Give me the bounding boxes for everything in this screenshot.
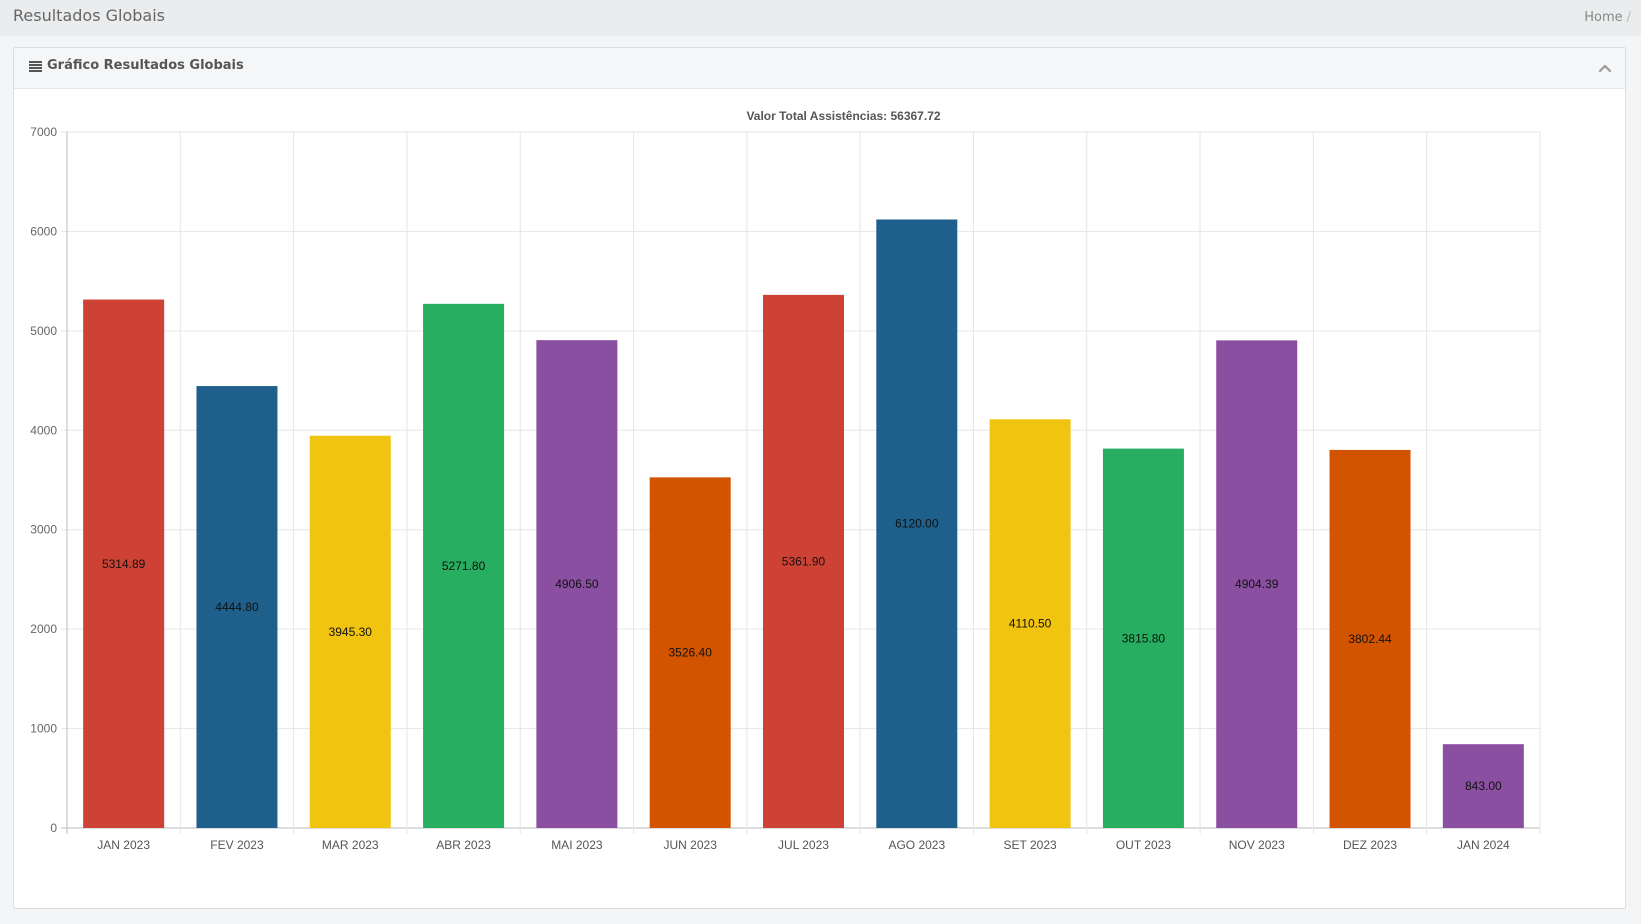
bar-data-label: 4110.50 [1009, 617, 1052, 631]
chart-title: Valor Total Assistências: 56367.72 [746, 109, 940, 123]
bar-data-label: 3815.80 [1122, 631, 1166, 645]
y-tick-label: 7000 [30, 125, 57, 139]
bar [1329, 449, 1411, 828]
x-tick-label: ABR 2023 [436, 838, 491, 852]
bar-data-label: 5314.89 [102, 557, 146, 571]
bar [196, 386, 278, 828]
breadcrumb-separator: / [1626, 10, 1631, 25]
bar [989, 419, 1071, 828]
page-title: Resultados Globais [13, 6, 165, 25]
x-tick-label: OUT 2023 [1116, 838, 1171, 852]
x-tick-label: JAN 2023 [97, 838, 150, 852]
bar [1216, 340, 1298, 828]
x-tick-label: JAN 2024 [1457, 838, 1510, 852]
panel-header: Gráfico Resultados Globais [14, 48, 1625, 89]
bar-data-label: 3945.30 [329, 625, 373, 639]
y-tick-label: 5000 [30, 324, 57, 338]
x-tick-label: MAI 2023 [551, 838, 603, 852]
y-tick-label: 3000 [30, 523, 57, 537]
x-tick-label: DEZ 2023 [1343, 838, 1397, 852]
y-tick-label: 0 [50, 821, 57, 835]
bar [536, 340, 618, 828]
x-tick-label: SET 2023 [1004, 838, 1057, 852]
bar-chart: 0 1000 2000 3000 4000 5000 6000 7000 Valor Total… [30, 109, 1541, 852]
y-tick-label: 6000 [30, 224, 57, 238]
bar-data-label: 4906.50 [555, 577, 599, 591]
bar-data-label: 6120.00 [895, 517, 939, 531]
bar [1442, 744, 1524, 828]
y-tick-label: 4000 [30, 423, 57, 437]
bar-data-label: 3802.44 [1348, 632, 1392, 646]
collapse-button[interactable] [1595, 58, 1615, 78]
x-tick-label: JUL 2023 [778, 838, 829, 852]
bar-data-label: 3526.40 [668, 646, 712, 660]
bar-data-label: 843.00 [1465, 779, 1502, 793]
bar [763, 294, 844, 828]
bar-data-label: 5361.90 [782, 554, 826, 568]
bar-data-label: 5271.80 [442, 559, 486, 573]
breadcrumb-home-link[interactable]: Home [1584, 10, 1623, 25]
x-tick-label: NOV 2023 [1229, 838, 1285, 852]
bar-data-label: 4904.39 [1235, 577, 1279, 591]
x-tick-label: JUN 2023 [664, 838, 718, 852]
chart-panel: Gráfico Resultados Globais 0 1000 2000 3000… [13, 47, 1626, 909]
bar [1102, 448, 1184, 828]
y-tick-label: 2000 [30, 622, 57, 636]
bar-data-label: 4444.80 [215, 600, 259, 614]
bar [876, 219, 958, 829]
breadcrumb: Home / [1584, 10, 1631, 25]
bar [309, 435, 391, 828]
y-tick-label: 1000 [30, 722, 57, 736]
bar [83, 299, 165, 828]
x-tick-label: MAR 2023 [322, 838, 379, 852]
x-tick-label: FEV 2023 [210, 838, 264, 852]
top-bar: Resultados Globais Home / [0, 0, 1641, 36]
bar [423, 303, 505, 828]
chevron-up-icon [1598, 64, 1612, 73]
bar [649, 477, 731, 828]
x-tick-label: AGO 2023 [888, 838, 945, 852]
list-icon [29, 61, 42, 73]
panel-title: Gráfico Resultados Globais [47, 58, 244, 73]
